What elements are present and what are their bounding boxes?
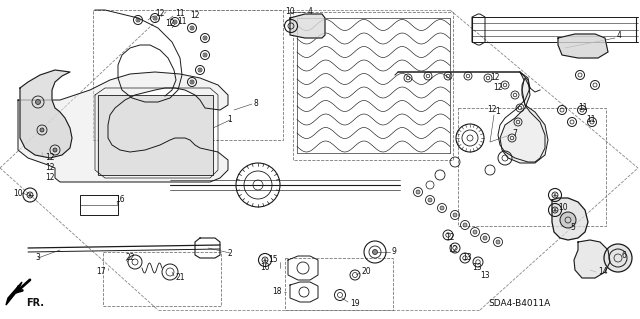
Bar: [80, 195, 118, 215]
Circle shape: [453, 213, 457, 217]
Circle shape: [372, 249, 378, 255]
Circle shape: [416, 190, 420, 194]
Text: 1: 1: [228, 115, 232, 124]
Text: 12: 12: [487, 106, 497, 115]
Polygon shape: [558, 34, 608, 58]
Text: 4: 4: [617, 32, 622, 41]
Polygon shape: [290, 14, 325, 38]
Text: 13: 13: [480, 271, 490, 279]
Text: 16: 16: [115, 196, 125, 204]
Text: 12: 12: [155, 10, 164, 19]
Text: 3: 3: [36, 254, 40, 263]
Text: 10: 10: [260, 263, 270, 272]
Text: 10: 10: [558, 204, 568, 212]
Circle shape: [40, 128, 44, 132]
Circle shape: [463, 223, 467, 227]
Text: 20: 20: [362, 268, 372, 277]
Bar: [285, 258, 393, 310]
Text: 9: 9: [392, 247, 397, 256]
Text: 14: 14: [598, 268, 607, 277]
Text: 21: 21: [175, 273, 184, 283]
Bar: [98, 95, 213, 175]
Text: 13: 13: [462, 254, 472, 263]
Text: 18: 18: [273, 287, 282, 296]
Text: 8: 8: [254, 99, 259, 108]
Text: 4: 4: [308, 8, 313, 17]
Text: 10: 10: [285, 8, 295, 17]
Text: 6: 6: [622, 250, 627, 259]
Circle shape: [473, 230, 477, 234]
Text: 12: 12: [448, 246, 458, 255]
Circle shape: [560, 212, 576, 228]
Text: 12: 12: [190, 11, 200, 20]
Text: 11: 11: [175, 10, 184, 19]
Circle shape: [496, 240, 500, 244]
Text: 11: 11: [177, 18, 186, 26]
Text: 22: 22: [125, 254, 134, 263]
Text: 1: 1: [495, 108, 500, 116]
Text: 12: 12: [490, 73, 499, 83]
Polygon shape: [398, 72, 548, 163]
Bar: [293, 12, 453, 160]
Text: SDA4-B4011A: SDA4-B4011A: [488, 300, 550, 308]
Text: 11: 11: [578, 103, 588, 113]
Text: 12: 12: [165, 19, 175, 28]
Text: 10: 10: [13, 189, 23, 197]
Circle shape: [428, 198, 432, 202]
Polygon shape: [20, 70, 72, 158]
Circle shape: [440, 206, 444, 210]
Text: 17: 17: [97, 268, 106, 277]
Circle shape: [604, 244, 632, 272]
Bar: [458, 108, 606, 226]
Circle shape: [483, 236, 487, 240]
Text: 12: 12: [45, 164, 54, 173]
Text: 12: 12: [445, 234, 454, 242]
Text: 12: 12: [45, 174, 54, 182]
Text: 13: 13: [472, 263, 482, 272]
Text: 2: 2: [228, 249, 232, 257]
Bar: [93, 10, 283, 140]
Text: 7: 7: [512, 130, 517, 138]
Text: 12: 12: [493, 84, 502, 93]
Polygon shape: [574, 240, 610, 278]
Circle shape: [53, 148, 57, 152]
Polygon shape: [552, 198, 588, 240]
Text: 19: 19: [350, 299, 360, 308]
Bar: [103, 252, 221, 306]
Text: FR.: FR.: [26, 298, 44, 308]
Polygon shape: [18, 72, 228, 182]
Text: 11: 11: [586, 115, 595, 124]
Text: 5: 5: [570, 224, 575, 233]
Polygon shape: [6, 282, 22, 305]
Circle shape: [35, 100, 40, 105]
Text: 12: 12: [45, 153, 54, 162]
Text: 15: 15: [268, 256, 278, 264]
